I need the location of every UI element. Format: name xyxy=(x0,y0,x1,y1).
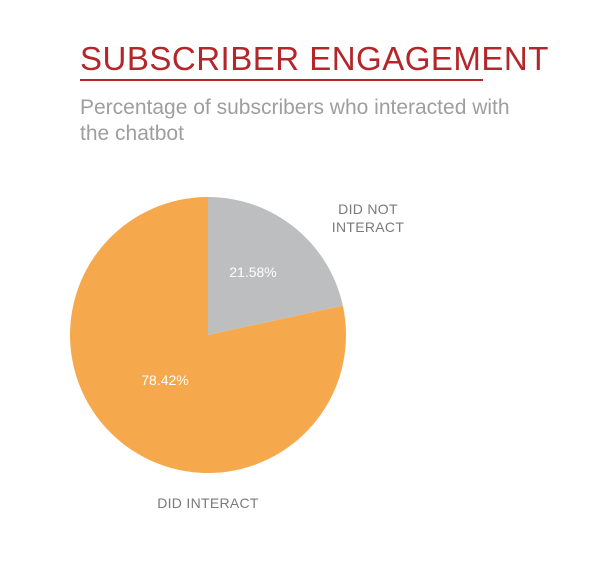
value-label-0: 21.58% xyxy=(229,264,276,280)
pie-slice-0 xyxy=(208,197,343,335)
chart-title: SUBSCRIBER ENGAGEMENT xyxy=(80,40,549,77)
category-label-1-line-0: DID INTERACT xyxy=(157,495,259,511)
title-underline xyxy=(80,79,483,81)
value-label-1: 78.42% xyxy=(141,372,188,388)
chart-subtitle: Percentage of subscribers who interacted… xyxy=(80,96,510,145)
category-label-0-line-1: INTERACT xyxy=(332,219,405,235)
category-label-0-line-0: DID NOT xyxy=(338,201,398,217)
pie-slice-1 xyxy=(70,197,347,473)
